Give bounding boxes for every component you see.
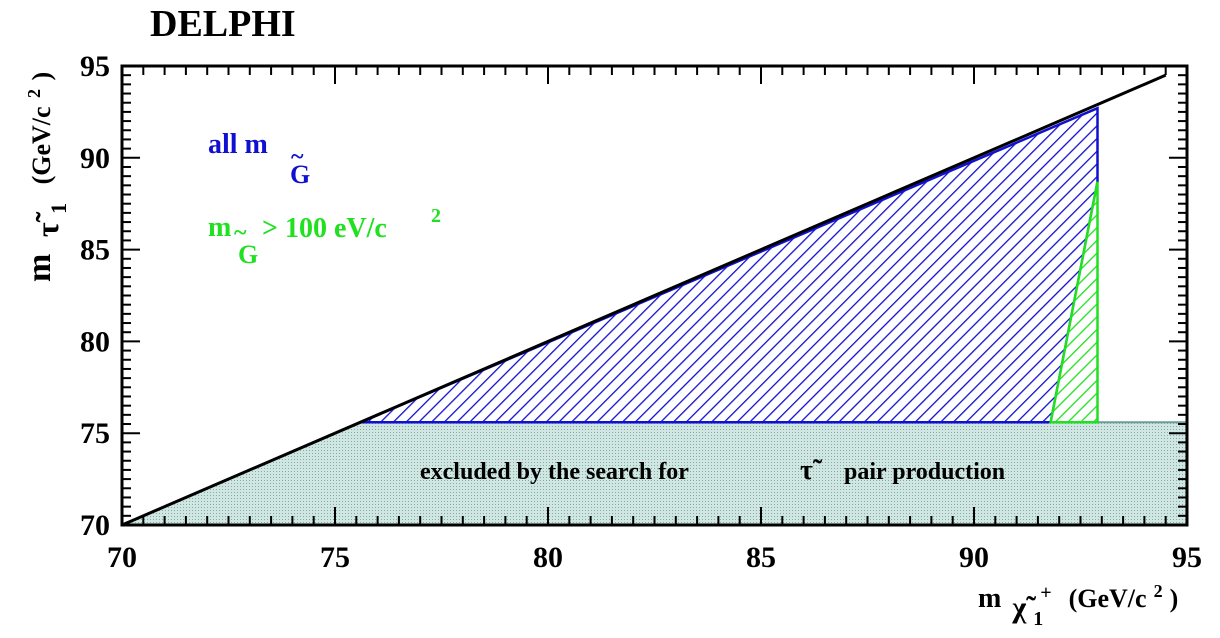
xlabel-main: m [978, 583, 1001, 614]
xlabel-sub-index: 1 [1033, 608, 1043, 630]
kinematic-limit-line [121, 73, 1167, 527]
excluded-text: excluded by the search for [420, 459, 689, 485]
ylabel-sub-index: 1 [46, 203, 71, 214]
xlabel-unit-power: 2 [1154, 581, 1163, 601]
y-tick-label: 75 [80, 417, 110, 450]
label-mg-power: 2 [431, 205, 441, 227]
y-tick-label: 95 [80, 50, 110, 83]
xlabel-sup: + [1040, 582, 1051, 604]
x-tick-label: 75 [320, 541, 350, 574]
region-mg-gt-100 [1049, 181, 1099, 424]
excluded-text-rest: pair production [844, 459, 1005, 485]
label-all-mg-main: all m [208, 129, 268, 160]
y-tick-label: 85 [80, 234, 110, 267]
x-tick-label: 85 [746, 541, 776, 574]
y-tick-label: 90 [80, 142, 110, 175]
axis-ticks [121, 65, 1188, 526]
ylabel-sub: τ̃ [29, 211, 65, 237]
label-all-mg-tilde: ~ [291, 144, 304, 170]
y-axis-label: m τ̃ 1 (GeV/c 2 ) [11, 72, 74, 282]
axis-tick-labels: 70 75 80 85 90 95 70 75 80 85 90 95 [80, 50, 1202, 574]
svg-text:m τ̃ 1 (GeV/: m τ̃ 1 (GeV/c 2 ) [11, 72, 74, 282]
label-mg-main: m [208, 212, 231, 243]
svg-text:m χ̃ 1 +: m χ̃ 1 + (GeV/c 2 ) [978, 573, 1178, 632]
x-tick-label: 80 [533, 541, 563, 574]
xlabel-unit-close: ) [1170, 584, 1179, 613]
x-tick-label: 70 [107, 541, 137, 574]
legend-label-mg-gt-100: m ~ G > 100 eV/c 2 [208, 205, 441, 269]
label-mg-tilde: ~ [234, 220, 247, 246]
label-mg-rest: > 100 eV/c [262, 213, 387, 244]
label-all-mg-sub: G [290, 160, 310, 189]
ylabel-main: m [21, 254, 58, 282]
y-tick-label: 70 [80, 509, 110, 542]
x-tick-label: 90 [959, 541, 989, 574]
label-mg-sub: G [238, 240, 258, 269]
xlabel-unit: (GeV/c [1069, 584, 1147, 613]
y-tick-label: 80 [80, 325, 110, 358]
ylabel-unit-close: ) [27, 72, 56, 81]
ylabel-unit: (GeV/c [27, 106, 56, 184]
legend-label-all-mg: all m ~ G [208, 129, 310, 189]
chart-title: DELPHI [150, 3, 296, 45]
ylabel-unit-power: 2 [24, 89, 44, 98]
x-tick-label: 95 [1172, 541, 1202, 574]
x-axis-label: m χ̃ 1 + (GeV/c 2 ) [978, 573, 1178, 632]
